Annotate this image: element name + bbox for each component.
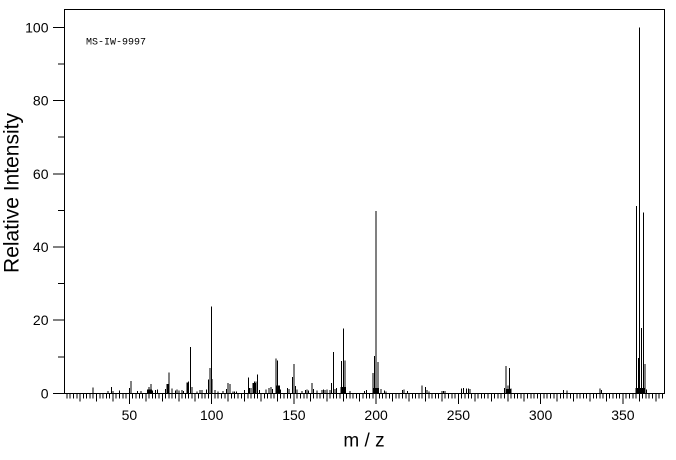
svg-text:350: 350 — [611, 407, 635, 423]
svg-text:300: 300 — [529, 407, 553, 423]
svg-text:Relative Intensity: Relative Intensity — [1, 113, 24, 273]
svg-text:100: 100 — [25, 19, 49, 35]
svg-text:60: 60 — [33, 166, 49, 182]
svg-text:0: 0 — [41, 385, 49, 401]
svg-text:50: 50 — [122, 407, 138, 423]
svg-text:20: 20 — [33, 312, 49, 328]
svg-text:250: 250 — [447, 407, 471, 423]
svg-text:80: 80 — [33, 93, 49, 109]
svg-text:200: 200 — [364, 407, 388, 423]
svg-text:100: 100 — [200, 407, 224, 423]
svg-text:m / z: m / z — [343, 431, 384, 452]
svg-text:150: 150 — [282, 407, 306, 423]
svg-text:MS-IW-9997: MS-IW-9997 — [86, 38, 146, 49]
svg-text:40: 40 — [33, 239, 49, 255]
